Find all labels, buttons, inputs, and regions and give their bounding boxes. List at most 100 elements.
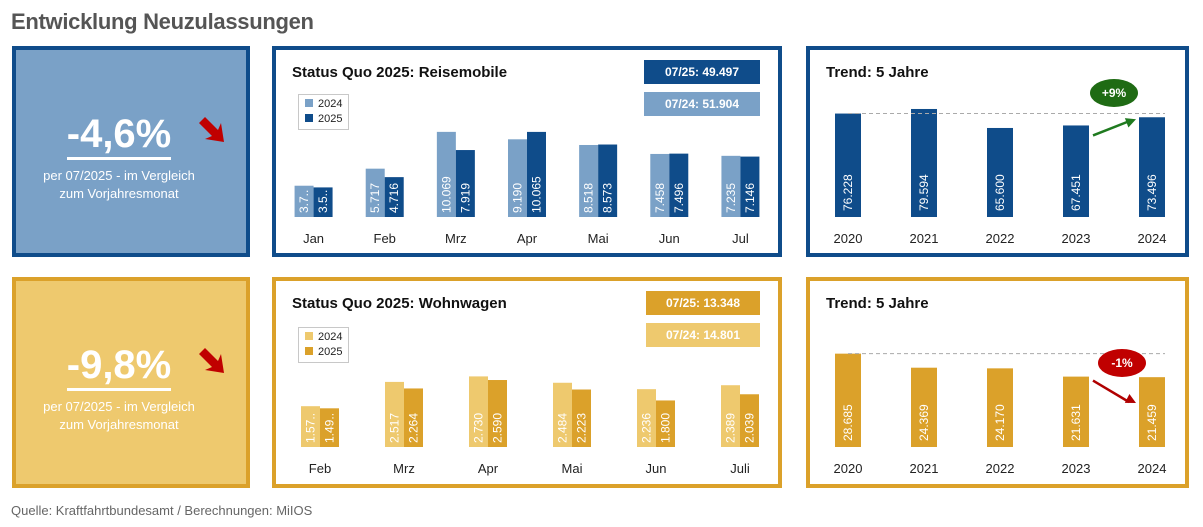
data-label: 9.190 [511, 183, 525, 213]
data-label: 1.800 [659, 413, 673, 443]
bar-2025 [740, 394, 759, 447]
data-label: 7.458 [653, 183, 667, 213]
monthly-bar-chart-reisemobile: 3.7.. 3.5.. Jan 5.717 4.716 Feb 10.069 7.919 Mrz… [294, 131, 760, 246]
bar-2024 [1139, 117, 1165, 217]
kpi-card-reisemobile: -4,6% per 07/2025 - im Vergleich zum Vor… [12, 46, 250, 257]
bar-2025 [656, 400, 675, 447]
tick-label: Mai [562, 461, 583, 476]
bar-2024 [721, 385, 740, 447]
trend-arrow-icon [1092, 379, 1130, 404]
page-title: Entwicklung Neuzulassungen [11, 9, 314, 34]
tick-label: Jul [732, 231, 749, 246]
tick-label: Mrz [393, 461, 415, 476]
data-label: 73.496 [1145, 174, 1159, 211]
tick-label: 2022 [986, 231, 1015, 246]
data-label: 24.170 [993, 404, 1007, 441]
bar-2021 [911, 367, 937, 447]
tick-label: 2020 [834, 461, 863, 476]
data-label: 10.065 [530, 176, 544, 213]
data-label: 10.069 [439, 176, 453, 213]
bar-2020 [835, 353, 861, 447]
legend-label: 2025 [318, 346, 343, 358]
data-label: 2.517 [388, 413, 402, 443]
bar-2024 [294, 185, 314, 217]
chart-legend: 2024 2025 [298, 94, 350, 130]
bar-2024 [553, 382, 572, 447]
data-label: 21.459 [1145, 404, 1159, 441]
data-label: 7.235 [724, 183, 738, 213]
data-label: 5.717 [368, 183, 382, 213]
total-2024-box: 07/24: 14.801 [646, 323, 760, 347]
change-badge: -1% [1098, 349, 1146, 377]
tick-label: Feb [309, 461, 331, 476]
tick-label: Mrz [445, 231, 467, 246]
data-label: 28.685 [841, 404, 855, 441]
kpi-card-wohnwagen: -9,8% per 07/2025 - im Vergleich zum Vor… [12, 277, 250, 488]
bar-2024 [579, 144, 599, 217]
trend-panel-reisemobile: 76.228 2020 79.594 2021 65.600 2022 67.451 2023… [806, 46, 1189, 257]
data-label: 21.631 [1069, 404, 1083, 441]
total-2024-box: 07/24: 51.904 [644, 92, 760, 116]
tick-label: 2024 [1138, 461, 1167, 476]
data-label: 2.484 [556, 413, 570, 443]
tick-label: Feb [374, 231, 396, 246]
trend-arrow-head-icon [1124, 393, 1136, 403]
trend-bar-chart-reisemobile: 76.228 2020 79.594 2021 65.600 2022 67.451 2023… [834, 108, 1167, 246]
bar-2025 [384, 177, 404, 217]
data-label: 1.57.. [304, 413, 318, 443]
data-label: 7.919 [458, 183, 472, 213]
data-label: 3.7.. [297, 190, 311, 213]
tick-label: Jan [303, 231, 324, 246]
total-2025-box: 07/25: 49.497 [644, 60, 760, 84]
bar-2024 [1139, 377, 1165, 447]
kpi-value: -9,8% [16, 343, 222, 391]
monthly-bar-chart-wohnwagen: 1.57.. 1.49.. Feb 2.517 2.264 Mrz 2.730 2.590 Ap… [301, 376, 759, 476]
tick-label: Juli [730, 461, 750, 476]
tick-label: Jun [659, 231, 680, 246]
data-label: 76.228 [841, 174, 855, 211]
trend-bar-chart-wohnwagen: 28.685 2020 24.369 2021 24.170 2022 21.631 2023… [834, 353, 1167, 476]
tick-label: Jun [646, 461, 667, 476]
bar-2023 [1063, 125, 1089, 217]
tick-label: Mai [588, 231, 609, 246]
data-label: 2.264 [407, 413, 421, 443]
chart-title: Trend: 5 Jahre [826, 295, 929, 312]
data-label: 3.5.. [316, 190, 330, 213]
total-2025-box: 07/25: 13.348 [646, 291, 760, 315]
trend-arrow-icon [1092, 120, 1130, 137]
tick-label: Apr [478, 461, 499, 476]
bar-2024 [637, 389, 656, 447]
chart-title: Trend: 5 Jahre [826, 64, 929, 81]
bar-2022 [987, 127, 1013, 217]
data-label: 7.146 [743, 183, 757, 213]
bar-2020 [835, 113, 861, 217]
data-label: 8.518 [582, 183, 596, 213]
data-label: 8.573 [601, 183, 615, 213]
tick-label: 2023 [1062, 231, 1091, 246]
tick-label: 2020 [834, 231, 863, 246]
down-arrow-icon [199, 348, 224, 373]
chart-legend: 2024 2025 [298, 327, 350, 363]
bar-2024 [721, 155, 741, 217]
bar-2024 [508, 139, 527, 217]
bar-2025 [404, 388, 423, 447]
bar-2024 [436, 131, 456, 217]
legend-label: 2024 [318, 98, 343, 110]
trend-arrow-head-icon [1124, 118, 1136, 128]
data-label: 24.369 [917, 404, 931, 441]
tick-label: 2021 [910, 461, 939, 476]
tick-label: 2024 [1138, 231, 1167, 246]
legend-label: 2024 [318, 331, 343, 343]
data-label: 7.496 [672, 183, 686, 213]
data-label: 79.594 [917, 174, 931, 211]
kpi-value: -4,6% [16, 112, 222, 160]
bar-2024 [365, 168, 385, 217]
bar-2024 [469, 376, 488, 447]
data-label: 2.236 [640, 413, 654, 443]
bar-2024 [650, 153, 670, 217]
chart-title: Status Quo 2025: Wohnwagen [292, 295, 507, 312]
status-panel-reisemobile: 3.7.. 3.5.. Jan 5.717 4.716 Feb 10.069 7.919 Mrz… [272, 46, 782, 257]
data-label: 1.49.. [323, 413, 337, 443]
tick-label: 2021 [910, 231, 939, 246]
bar-2025 [669, 153, 689, 217]
